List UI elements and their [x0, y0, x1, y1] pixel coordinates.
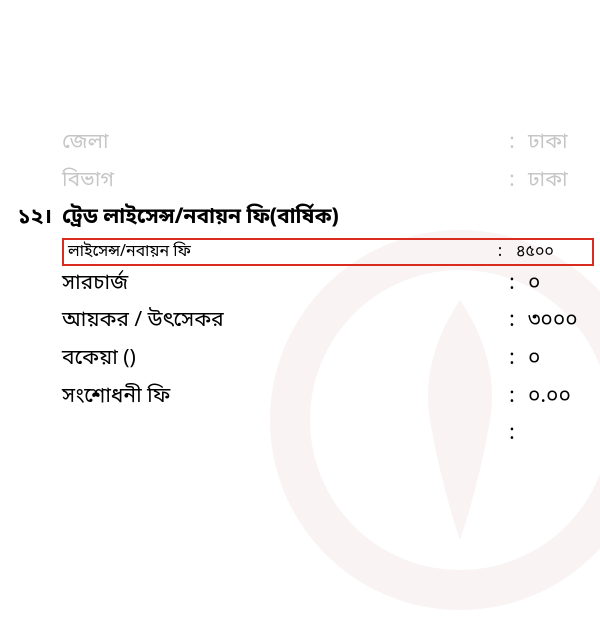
division-row: বিভাগ : ঢাকা — [0, 163, 600, 201]
colon: : — [502, 343, 522, 377]
district-label: জেলা — [60, 127, 502, 161]
colon: : — [502, 305, 522, 339]
fee-row-income-tax: আয়কর / উৎসেকর : ৩০০০ — [0, 303, 600, 341]
section-title: ট্রেড লাইসেন্স/নবায়ন ফি(বার্ষিক) — [60, 202, 502, 236]
district-value: ঢাকা — [522, 127, 600, 161]
section-index: ১২। — [0, 202, 60, 236]
highlighted-fee-box: লাইসেন্স/নবায়ন ফি : ৪৫০০ — [62, 238, 594, 266]
colon: : — [490, 241, 510, 263]
fee-row-arrears: বকেয়া () : ০ — [0, 341, 600, 379]
fee-label: বকেয়া () — [60, 343, 502, 377]
fee-value: ০ — [522, 343, 600, 377]
fee-value: ০ — [522, 268, 600, 302]
district-row: জেলা : ঢাকা — [0, 125, 600, 163]
fee-label: আয়কর / উৎসেকর — [60, 305, 502, 339]
section-header-row: ১২। ট্রেড লাইসেন্স/নবায়ন ফি(বার্ষিক) — [0, 200, 600, 238]
fee-row-empty: : — [0, 416, 600, 454]
license-fee-label: লাইসেন্স/নবায়ন ফি — [68, 241, 490, 263]
fee-value: ০.০০ — [522, 381, 600, 415]
colon: : — [502, 127, 522, 161]
division-label: বিভাগ — [60, 165, 502, 199]
colon: : — [502, 165, 522, 199]
fee-label: সংশোধনী ফি — [60, 381, 502, 415]
fee-label: সারচার্জ — [60, 268, 502, 302]
division-value: ঢাকা — [522, 165, 600, 199]
colon: : — [502, 381, 522, 415]
fee-row-amendment: সংশোধনী ফি : ০.০০ — [0, 379, 600, 417]
fee-row-surcharge: সারচার্জ : ০ — [0, 266, 600, 304]
colon: : — [502, 268, 522, 302]
colon: : — [502, 418, 522, 452]
license-fee-value: ৪৫০০ — [510, 241, 588, 263]
document-content: জেলা : ঢাকা বিভাগ : ঢাকা ১২। ট্রেড লাইসে… — [0, 0, 600, 454]
fee-value: ৩০০০ — [522, 305, 600, 339]
